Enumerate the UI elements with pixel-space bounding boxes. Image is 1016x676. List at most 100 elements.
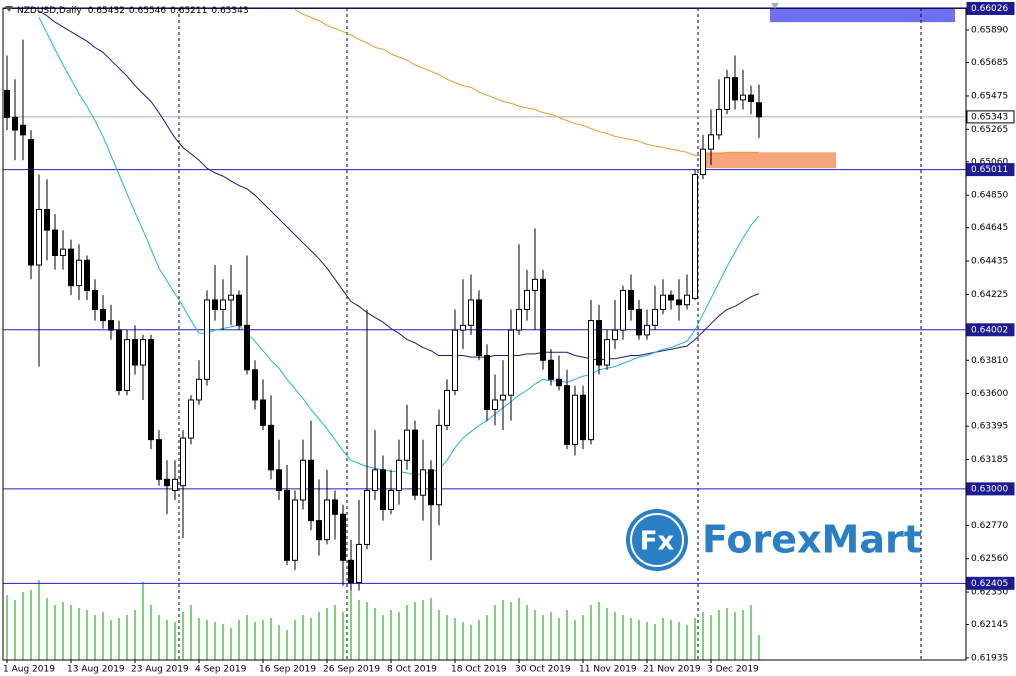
candle-body: [644, 324, 650, 336]
price-label-box: [966, 482, 1015, 496]
candle-body: [132, 339, 138, 366]
candle-body: [572, 394, 578, 445]
candle-body: [484, 355, 490, 410]
candle-body: [348, 559, 354, 584]
candle-body: [260, 399, 266, 426]
candle-body: [748, 94, 754, 103]
x-tick-label: 18 Oct 2019: [451, 665, 507, 675]
candle-body: [276, 469, 282, 491]
watermark: Fx ForexMart: [626, 509, 922, 571]
y-tick-label: 0.62770: [971, 521, 1008, 531]
candle-body: [516, 308, 522, 331]
candle-body: [532, 278, 538, 291]
y-tick-label: 0.62145: [971, 620, 1008, 630]
y-tick-label: 0.65265: [971, 125, 1008, 135]
x-tick-label: 8 Oct 2019: [387, 665, 437, 675]
header: NZDUSD,Daily 0.65432 0.65546 0.65211 0.65343: [17, 6, 249, 16]
plot-frame: [2, 7, 967, 661]
header-icon: [5, 6, 13, 12]
candle-body: [524, 289, 530, 310]
price-label: 0.65343: [971, 112, 1008, 122]
candle-body: [588, 320, 594, 441]
price-label-box: [966, 163, 1015, 177]
y-tick-label: 0.62350: [971, 588, 1008, 598]
candle-body: [180, 437, 186, 487]
candle-body: [452, 329, 458, 391]
candle-body: [652, 308, 658, 326]
candle-body: [244, 324, 250, 371]
candle-body: [716, 108, 722, 136]
y-tick-label: 0.64850: [971, 191, 1008, 201]
price-label-box: [966, 576, 1015, 590]
price-label-box: [966, 323, 1015, 337]
candle-body: [332, 499, 338, 515]
candle-body: [156, 439, 162, 480]
candle-body: [68, 248, 74, 287]
candle-body: [620, 289, 626, 331]
y-tick-label: 0.62560: [971, 554, 1008, 564]
candle-body: [604, 339, 610, 366]
candle-body: [308, 459, 314, 522]
x-tick-label: 4 Sep 2019: [195, 665, 247, 675]
candle-body: [500, 394, 506, 401]
candle-body: [740, 94, 746, 101]
zone: [770, 8, 955, 23]
x-tick-label: 13 Aug 2019: [67, 665, 125, 675]
price-label-box: [966, 1, 1015, 15]
candle-body: [612, 329, 618, 341]
y-tick-label: 0.65685: [971, 58, 1008, 68]
y-tick-label: 0.64435: [971, 257, 1008, 267]
candle-body: [36, 208, 42, 266]
header-high: 0.65546: [129, 6, 166, 16]
header-low: 0.65211: [170, 6, 207, 16]
candle-body: [372, 469, 378, 491]
candle-body: [284, 489, 290, 561]
candle-body: [116, 329, 122, 391]
symbol: NZDUSD,Daily: [17, 6, 82, 16]
candle-body: [364, 489, 370, 545]
price-label-box: [966, 110, 1015, 124]
candle-body: [188, 399, 194, 439]
logo-ring: [630, 513, 684, 567]
candle-body: [292, 499, 298, 561]
candle-body: [12, 116, 18, 131]
marker: [771, 3, 779, 9]
candle-body: [444, 389, 450, 426]
price-label: 0.62405: [971, 579, 1008, 589]
zones: [700, 8, 955, 169]
candle-body: [148, 339, 154, 441]
y-tick-label: 0.63810: [971, 356, 1008, 366]
y-tick-label: 0.64645: [971, 223, 1008, 233]
header-close: 0.65343: [211, 6, 248, 16]
logo-circle: [626, 509, 688, 571]
candle-body: [4, 89, 10, 118]
y-tick-label: 0.65475: [971, 91, 1008, 101]
y-tick-label: 0.63600: [971, 389, 1008, 399]
candle-body: [172, 478, 178, 491]
candle-body: [436, 424, 442, 506]
moving-average: [38, 10, 760, 361]
y-tick-label: 0.61935: [971, 653, 1008, 663]
y-tick-label: 0.64225: [971, 290, 1008, 300]
candle-body: [252, 369, 258, 401]
candle-body: [628, 289, 634, 310]
zone: [700, 152, 836, 169]
candle-body: [76, 259, 82, 287]
candle-body: [356, 543, 362, 584]
candle-body: [404, 429, 410, 461]
logo-badge: Fx: [640, 527, 675, 557]
y-tick-label: 0.65890: [971, 26, 1008, 36]
candle-body: [660, 294, 666, 310]
candle-body: [508, 329, 514, 396]
candle-body: [668, 294, 674, 301]
candle-body: [468, 299, 474, 326]
candle-body: [268, 424, 274, 471]
candle-body: [556, 378, 562, 387]
candle-body: [676, 299, 682, 306]
candle-body: [236, 294, 242, 326]
candle-body: [20, 124, 26, 136]
candle-body: [580, 394, 586, 441]
candle-body: [428, 469, 434, 506]
candle-body: [460, 324, 466, 331]
